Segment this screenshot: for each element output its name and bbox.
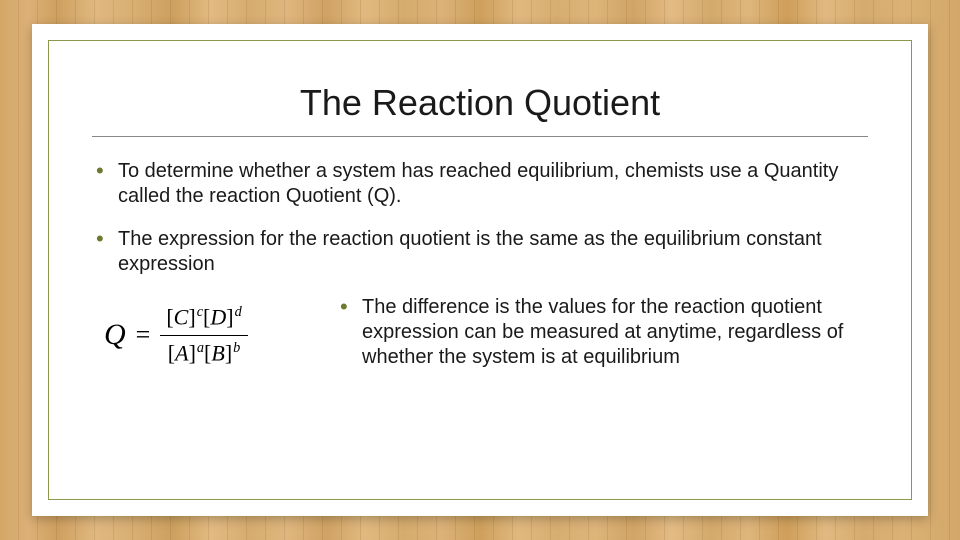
main-bullet-list: To determine whether a system has reache…: [72, 159, 888, 277]
lower-row: Q = [C]c[D]d [A]a[B]b The difference is …: [72, 295, 888, 376]
bullet-item-3: The difference is the values for the rea…: [340, 295, 864, 370]
num-base-2: D: [210, 304, 226, 329]
equals-sign: =: [136, 320, 151, 350]
den-base-2: B: [211, 340, 224, 365]
slide-card: The Reaction Quotient To determine wheth…: [32, 24, 928, 516]
slide-content: The Reaction Quotient To determine wheth…: [72, 64, 888, 476]
reaction-quotient-formula: Q = [C]c[D]d [A]a[B]b: [96, 295, 316, 376]
num-exp-2: d: [235, 304, 242, 320]
den-exp-2: b: [233, 340, 240, 356]
slide-title: The Reaction Quotient: [72, 82, 888, 124]
bullet-item-2: The expression for the reaction quotient…: [96, 227, 864, 277]
formula-fraction: [C]c[D]d [A]a[B]b: [160, 303, 247, 368]
bullet-item-1: To determine whether a system has reache…: [96, 159, 864, 209]
lower-bullet-list: The difference is the values for the rea…: [340, 295, 864, 370]
title-divider: [92, 136, 868, 137]
formula-denominator: [A]a[B]b: [162, 336, 247, 368]
formula-lhs: Q: [104, 318, 126, 352]
den-exp-1: a: [197, 340, 204, 356]
formula-numerator: [C]c[D]d: [160, 303, 247, 336]
num-base-1: C: [174, 304, 189, 329]
den-base-1: A: [175, 340, 188, 365]
